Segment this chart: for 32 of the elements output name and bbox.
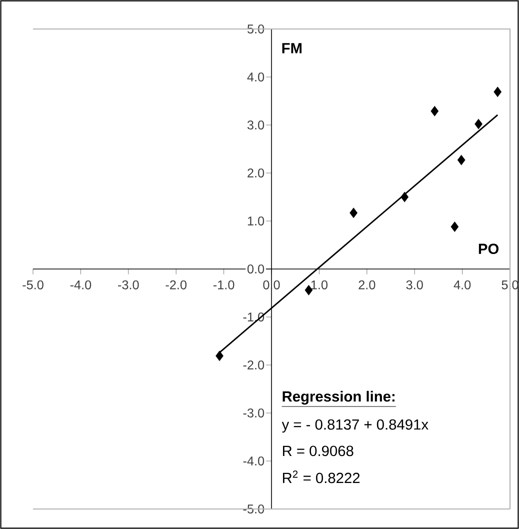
point bbox=[216, 350, 224, 361]
point bbox=[400, 192, 408, 202]
annotation: PO bbox=[478, 244, 499, 254]
y-tick-label: 1.0 bbox=[248, 216, 264, 226]
annotation: FM bbox=[282, 43, 302, 54]
x-tick-label: -4.0 bbox=[70, 280, 92, 290]
x-tick-label: -2.0 bbox=[166, 280, 187, 290]
x-tick-label: 1.0 bbox=[311, 280, 328, 290]
point bbox=[474, 118, 482, 130]
x-tick-label: 4.0 bbox=[454, 280, 471, 290]
x-tick-label: -3.0 bbox=[118, 280, 139, 290]
annotation: R$^{2}$ = 0.8222 bbox=[283, 470, 360, 484]
x-tick-label: 2.0 bbox=[358, 280, 376, 290]
y-tick-label: 0.0 bbox=[247, 264, 264, 274]
annotation: R = 0.9068 bbox=[283, 446, 354, 456]
y-tick-label: 2.0 bbox=[248, 168, 264, 178]
x-tick-label: -1.0 bbox=[213, 280, 234, 290]
y-tick-label: -3.0 bbox=[243, 408, 264, 418]
point bbox=[430, 106, 439, 116]
point bbox=[457, 154, 466, 166]
y-tick-label: -4.0 bbox=[243, 456, 264, 466]
y-tick-label: 4.0 bbox=[247, 72, 264, 82]
point bbox=[450, 222, 459, 232]
annotation: Regression line: bbox=[282, 390, 394, 405]
y-tick-label: -2.0 bbox=[243, 360, 264, 370]
annotation: y = - 0.8137 + 0.8491x bbox=[282, 419, 428, 433]
point bbox=[304, 285, 313, 296]
y-tick-label: 3.0 bbox=[247, 120, 264, 130]
point bbox=[350, 208, 358, 218]
x-tick-label: -5.0 bbox=[22, 280, 44, 290]
point bbox=[494, 86, 502, 97]
x-tick-label: 3.0 bbox=[406, 280, 423, 290]
